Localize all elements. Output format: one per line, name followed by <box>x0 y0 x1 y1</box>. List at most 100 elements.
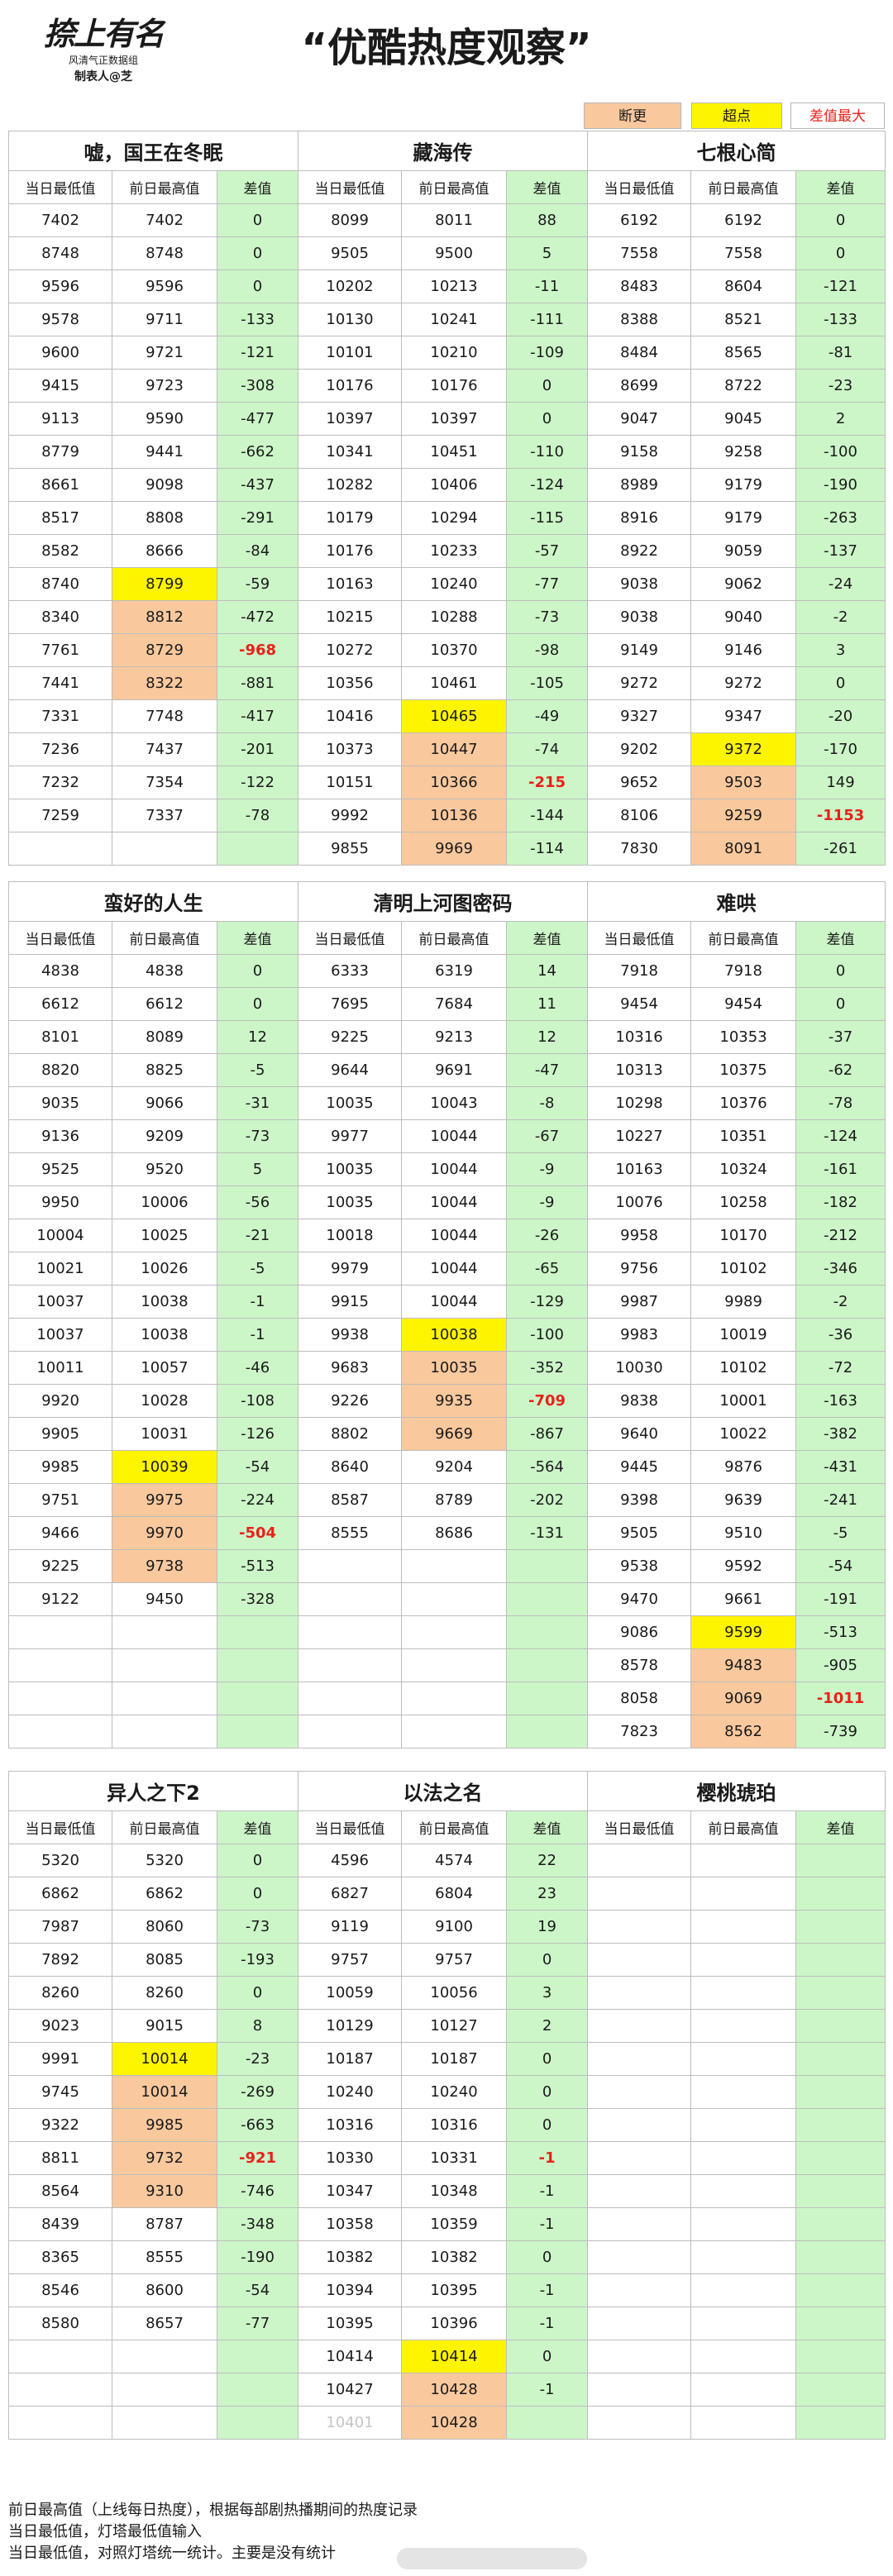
table-cell: -84 <box>216 534 299 568</box>
table-cell: 9876 <box>690 1450 797 1484</box>
table-cell <box>795 1877 886 1911</box>
table-cell: 8699 <box>587 369 692 403</box>
table-cell <box>112 1715 217 1748</box>
table-cell <box>401 1682 508 1715</box>
table-cell: 9738 <box>112 1549 217 1583</box>
table-cell: -170 <box>795 732 886 766</box>
table-cell <box>298 1549 403 1583</box>
table-cell: 8260 <box>8 1976 112 2010</box>
table-cell: 10043 <box>401 1086 508 1120</box>
table-cell: 9470 <box>587 1582 692 1616</box>
table-cell: 10179 <box>298 501 403 535</box>
table-cell: 9525 <box>8 1152 112 1186</box>
table-cell: 4596 <box>298 1844 403 1877</box>
table-cell: -73 <box>506 600 589 634</box>
table-cell: 6804 <box>401 1877 508 1911</box>
table-cell: -77 <box>216 2306 299 2340</box>
table-cell: 8820 <box>8 1053 112 1087</box>
table-cell: -477 <box>216 402 299 436</box>
table-cell: -81 <box>795 336 886 370</box>
table-cell: 9920 <box>8 1384 112 1418</box>
table-cell <box>690 1844 797 1877</box>
table-cell: 0 <box>795 666 886 700</box>
table-cell: 7684 <box>401 987 508 1021</box>
column-header: 当日最低值 <box>587 921 692 955</box>
table-cell: 10414 <box>298 2340 403 2373</box>
table-cell <box>587 2340 692 2373</box>
table-cell: 10370 <box>401 633 508 667</box>
table-cell: 9644 <box>298 1053 403 1087</box>
table-cell: 10044 <box>401 1219 508 1252</box>
table-cell: -111 <box>506 303 589 336</box>
table-cell: 10044 <box>401 1152 508 1186</box>
column-header: 差值 <box>216 170 299 204</box>
table-cell: 4838 <box>112 954 217 988</box>
table-cell: 10102 <box>690 1252 797 1286</box>
table-cell: -662 <box>216 435 299 469</box>
table-cell: -1 <box>506 2207 589 2241</box>
table-cell: -190 <box>216 2240 299 2274</box>
table-cell <box>690 2042 797 2076</box>
table-cell <box>690 2406 797 2440</box>
table-cell: 10396 <box>401 2306 508 2340</box>
table-cell: 8555 <box>298 1516 403 1550</box>
table-cell: 9454 <box>690 987 797 1021</box>
table-cell: -100 <box>795 435 886 469</box>
logo-subtitle: 风清气正数据组 <box>68 55 138 66</box>
table-row: 8779 9441 -662 10341 10451 -110 9158 9258 -100 <box>8 435 886 469</box>
table-cell: 9757 <box>401 1943 508 1977</box>
table-cell: -54 <box>795 1549 886 1583</box>
table-cell: 8091 <box>690 832 797 866</box>
table-cell: -133 <box>216 303 299 336</box>
table-cell: 7761 <box>8 633 112 667</box>
table-cell: 14 <box>506 954 589 988</box>
table-cell: 9098 <box>112 468 217 502</box>
table-cell: -261 <box>795 832 886 866</box>
table-cell: -37 <box>795 1020 886 1054</box>
table-cell: 9450 <box>112 1582 217 1616</box>
table-cell: -382 <box>795 1417 886 1451</box>
table-row: 7331 7748 -417 10416 10465 -49 9327 9347 -20 <box>8 699 886 733</box>
maker-credit: 制表人@芝 <box>74 70 132 83</box>
table-cell: 9503 <box>690 766 797 799</box>
show-block-2: 蛮好的人生 清明上河图密码 难哄 当日最低值 前日最高值 差值 当日最低值 前日最高值 差值 当日… <box>7 881 886 1748</box>
table-cell: 9310 <box>112 2174 217 2208</box>
table-cell: 3 <box>795 633 886 667</box>
table-cell: -968 <box>216 633 299 667</box>
table-cell: -201 <box>216 732 299 766</box>
table-cell <box>506 1615 589 1649</box>
table-cell <box>587 1910 692 1944</box>
table-cell: 8779 <box>8 435 112 469</box>
table-cell: -78 <box>216 799 299 832</box>
table-cell: 10202 <box>298 270 403 303</box>
table-cell: 10428 <box>401 2406 508 2440</box>
table-cell: 10037 <box>8 1285 112 1319</box>
table-cell: -269 <box>216 2075 299 2109</box>
column-header: 差值 <box>795 170 886 204</box>
table-cell: 12 <box>216 1020 299 1054</box>
table-cell: -1153 <box>795 799 886 832</box>
table-cell: 8322 <box>112 666 217 700</box>
table-cell <box>587 2306 692 2340</box>
table-cell: 8748 <box>8 236 112 270</box>
table-cell: 10395 <box>298 2306 403 2340</box>
table-row: 9322 9985 -663 10316 10316 0 <box>8 2108 886 2142</box>
table-cell: 10018 <box>298 1219 403 1252</box>
logo-text: 捺上有名 <box>43 15 165 52</box>
table-cell: -21 <box>216 1219 299 1252</box>
column-header: 差值 <box>795 1810 886 1844</box>
table-cell: 10282 <box>298 468 403 502</box>
table-cell: 8729 <box>112 633 217 667</box>
table-cell <box>795 2042 886 2076</box>
table-cell: 9732 <box>112 2141 217 2175</box>
table-cell: 8483 <box>587 270 692 303</box>
table-cell: 7337 <box>112 799 217 832</box>
table-cell: 9258 <box>690 435 797 469</box>
table-cell: -881 <box>216 666 299 700</box>
table-cell: 10316 <box>401 2108 508 2142</box>
table-cell <box>298 1682 403 1715</box>
table-cell: 9038 <box>587 600 692 634</box>
table-cell: -124 <box>506 468 589 502</box>
table-cell: 2 <box>795 402 886 436</box>
table-cell <box>401 1582 508 1616</box>
